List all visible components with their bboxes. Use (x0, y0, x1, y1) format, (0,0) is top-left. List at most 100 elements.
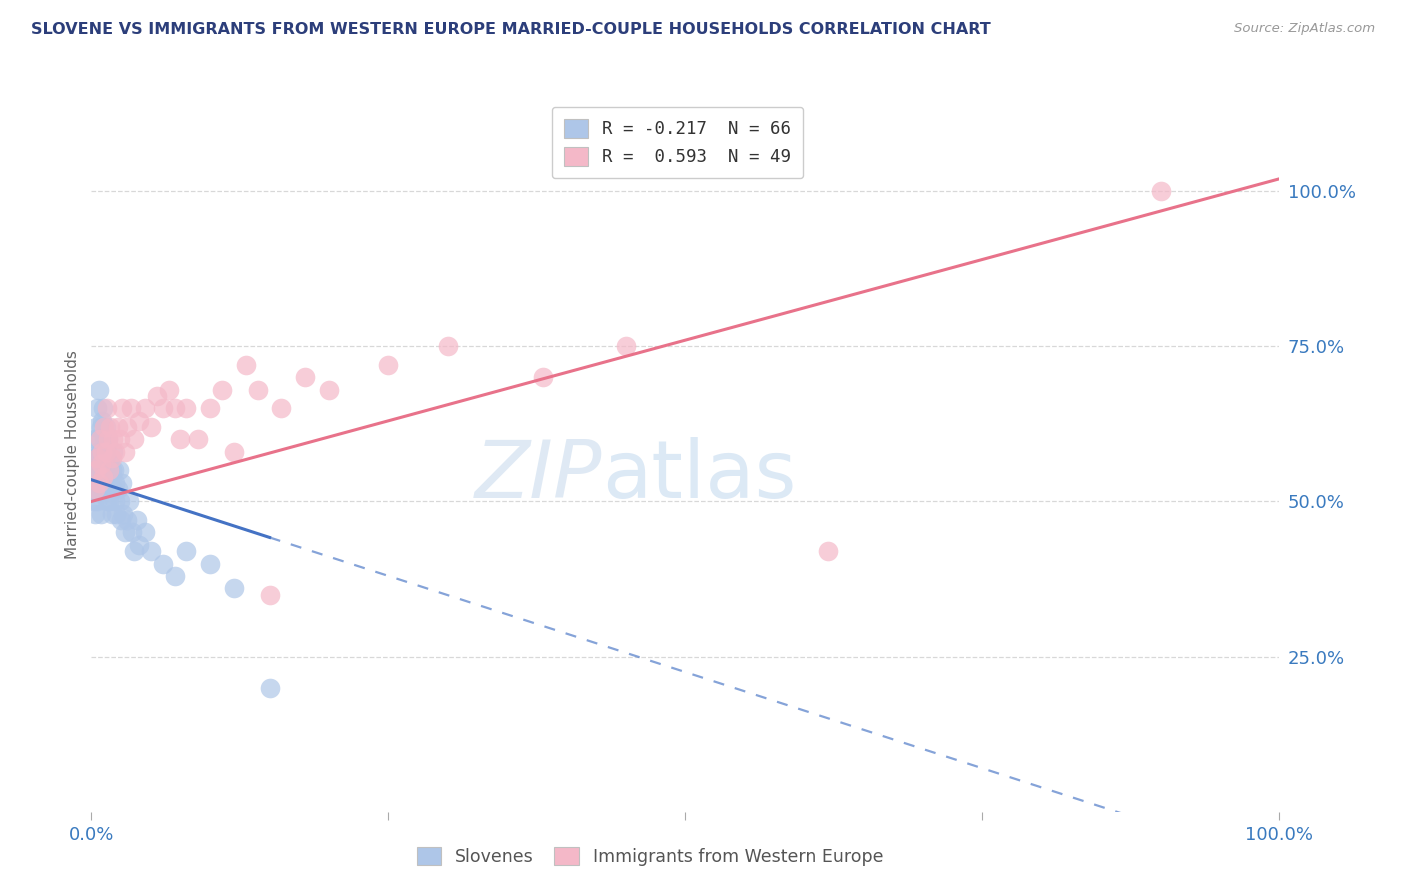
Point (105, 507, 128, 521)
Point (122, 433, 145, 447)
Point (107, 482, 129, 496)
Point (84, 482, 107, 496)
Point (100, 450, 122, 465)
Point (139, 420, 162, 434)
Point (157, 383, 180, 397)
Point (96, 494, 118, 508)
Legend: Slovenes, Immigrants from Western Europe: Slovenes, Immigrants from Western Europe (405, 834, 896, 878)
Point (100, 450, 122, 465)
Point (100, 420, 122, 434)
Text: ZIP: ZIP (475, 437, 602, 516)
Point (115, 420, 138, 434)
Point (111, 401, 134, 416)
Point (259, 588, 281, 602)
Point (90, 463, 112, 477)
Point (200, 401, 222, 416)
Point (108, 433, 131, 447)
Point (86, 450, 108, 465)
Point (259, 681, 281, 695)
Point (122, 544, 145, 558)
Point (134, 401, 156, 416)
Point (222, 445, 245, 459)
Point (176, 544, 198, 558)
Point (145, 389, 167, 403)
Point (101, 433, 124, 447)
Point (114, 445, 136, 459)
Point (90, 457, 112, 471)
Point (163, 569, 186, 583)
Point (87, 433, 110, 447)
Point (84, 507, 107, 521)
Point (211, 383, 233, 397)
Point (817, 544, 839, 558)
Point (96, 401, 118, 416)
Point (107, 463, 129, 477)
Point (91, 445, 114, 459)
Point (128, 538, 150, 552)
Point (128, 414, 150, 428)
Point (84, 475, 107, 490)
Point (94, 450, 117, 465)
Point (83, 463, 105, 477)
Point (107, 420, 129, 434)
Point (91, 445, 114, 459)
Point (104, 445, 127, 459)
Point (84, 420, 107, 434)
Point (115, 513, 138, 527)
Point (377, 358, 399, 372)
Point (90, 420, 112, 434)
Point (84, 457, 107, 471)
Point (176, 401, 198, 416)
Point (100, 507, 122, 521)
Point (93, 420, 115, 434)
Point (91, 401, 114, 416)
Point (84, 450, 107, 465)
Point (134, 525, 156, 540)
Point (91, 482, 114, 496)
Point (100, 463, 122, 477)
Point (152, 401, 174, 416)
Point (96, 445, 118, 459)
Point (436, 339, 458, 353)
Point (163, 401, 186, 416)
Point (84, 433, 107, 447)
Point (97, 433, 120, 447)
Point (97, 475, 120, 490)
Point (86, 401, 108, 416)
Point (83, 494, 105, 508)
Point (94, 445, 117, 459)
Point (89, 433, 111, 447)
Point (108, 494, 131, 508)
Text: atlas: atlas (602, 437, 797, 516)
Point (94, 420, 117, 434)
Point (87, 463, 110, 477)
Point (93, 463, 115, 477)
Point (82, 482, 104, 496)
Point (89, 482, 111, 496)
Point (101, 482, 124, 496)
Point (125, 513, 148, 527)
Point (103, 463, 125, 477)
Text: SLOVENE VS IMMIGRANTS FROM WESTERN EUROPE MARRIED-COUPLE HOUSEHOLDS CORRELATION : SLOVENE VS IMMIGRANTS FROM WESTERN EUROP… (31, 22, 991, 37)
Point (318, 383, 340, 397)
Point (104, 494, 127, 508)
Point (98, 463, 121, 477)
Point (294, 370, 316, 384)
Point (1149, 184, 1171, 198)
Point (200, 557, 222, 571)
Point (98, 494, 121, 508)
Point (100, 482, 122, 496)
Point (93, 433, 115, 447)
Point (97, 433, 120, 447)
Point (86, 445, 108, 459)
Text: Source: ZipAtlas.com: Source: ZipAtlas.com (1234, 22, 1375, 36)
Point (139, 544, 162, 558)
Point (222, 582, 245, 596)
Point (118, 494, 141, 508)
Point (152, 557, 174, 571)
Point (104, 475, 127, 490)
Point (114, 525, 136, 540)
Point (91, 469, 114, 483)
Point (90, 507, 112, 521)
Point (614, 339, 637, 353)
